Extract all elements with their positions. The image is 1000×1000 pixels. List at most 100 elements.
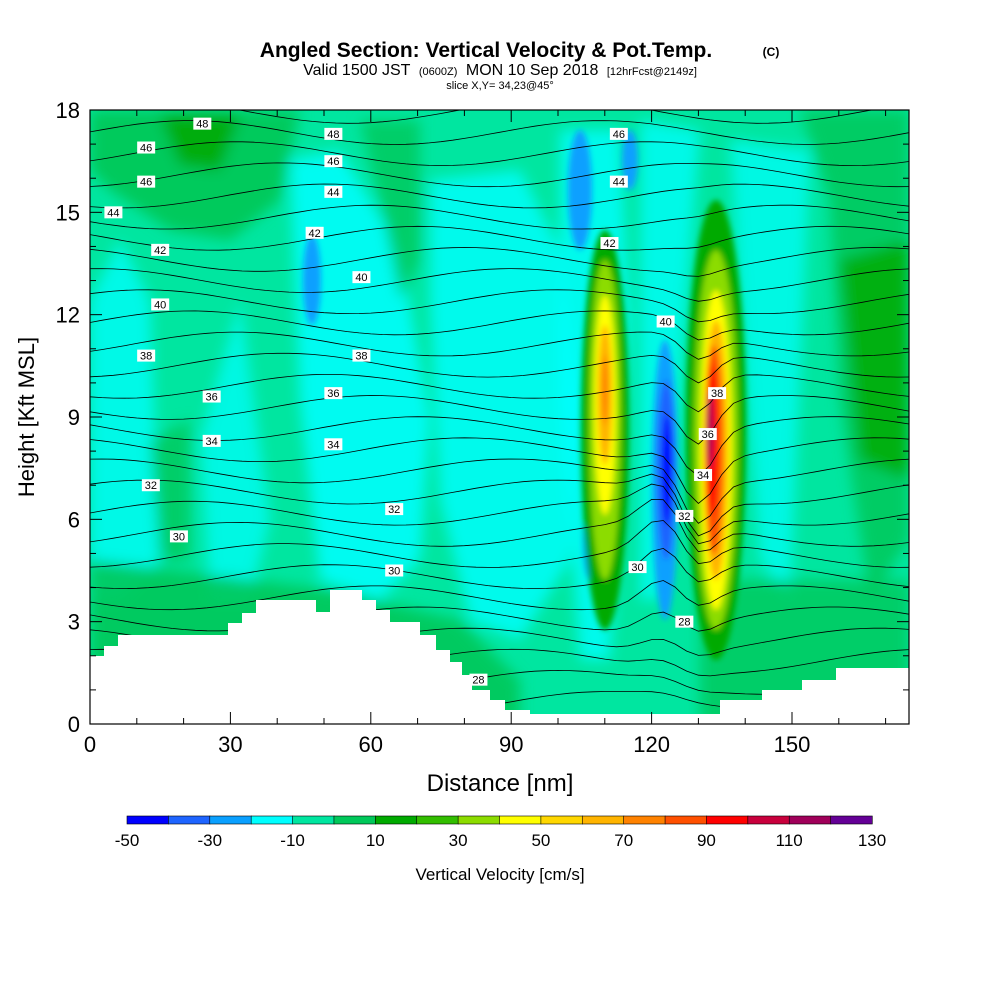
theta-label: 42: [305, 226, 324, 240]
theta-contour-line: [90, 141, 909, 167]
theta-label-text: 46: [140, 143, 152, 155]
y-tick-label: 18: [56, 98, 80, 123]
theta-label-bg: [600, 237, 619, 250]
theta-label: 40: [352, 271, 371, 284]
theta-label-text: 48: [327, 129, 339, 141]
theta-label-bg: [137, 141, 156, 154]
theta-label: 44: [104, 206, 123, 219]
theta-contour-line: [90, 498, 909, 553]
theta-contour-line: [90, 162, 909, 188]
theta-label-bg: [469, 673, 488, 686]
valid-prefix: Valid 1500 JST: [303, 62, 411, 79]
theta-label-text: 40: [154, 299, 166, 311]
theta-label-text: 44: [327, 187, 339, 199]
theta-label-bg: [609, 175, 628, 188]
theta-contour-line: [90, 547, 909, 590]
x-axis-label: Distance [nm]: [427, 770, 574, 797]
y-tick-label: 0: [68, 712, 80, 737]
colorbar-swatch: [375, 815, 418, 825]
theta-label: 32: [385, 503, 404, 516]
valid-time-line: Valid 1500 JST (0600Z) MON 10 Sep 2018 […: [303, 62, 697, 79]
colorbar-swatch: [416, 815, 459, 825]
colorbar-swatch: [292, 815, 335, 825]
colorbar-tick-label: 50: [531, 831, 550, 850]
theta-label: 48: [324, 127, 343, 141]
terrain: [90, 590, 909, 724]
theta-label-bg: [324, 387, 343, 400]
theta-label-bg: [151, 243, 170, 256]
x-tick-label: 60: [359, 732, 383, 757]
theta-label-text: 46: [613, 129, 625, 141]
theta-label-bg: [169, 530, 188, 543]
colorbar-swatch: [250, 815, 294, 825]
theta-label-bg: [628, 561, 647, 574]
theta-label-bg: [202, 434, 221, 447]
theta-contour-line: [90, 437, 909, 504]
theta-label-bg: [104, 206, 123, 219]
colorbar-swatch: [830, 815, 873, 825]
theta-label: 46: [609, 127, 628, 141]
x-tick-label: 0: [84, 732, 96, 757]
theta-label: 44: [324, 185, 343, 199]
theta-label-bg: [324, 127, 343, 140]
colorbar-swatch: [664, 815, 708, 825]
theta-label-bg: [324, 185, 343, 198]
colorbar-tick-label: 110: [776, 831, 803, 850]
theta-label: 34: [324, 438, 343, 451]
theta-label-bg: [385, 503, 404, 516]
colorbar-tick-label: -10: [280, 831, 305, 850]
theta-label-bg: [675, 509, 694, 522]
theta-label: 30: [628, 561, 647, 574]
theta-contour-line: [90, 289, 909, 323]
theta-label-text: 36: [206, 392, 218, 404]
slice-info: slice X,Y= 34,23@45°: [446, 80, 554, 92]
colorbar-tick-label: 30: [449, 831, 468, 850]
theta-label: 46: [137, 141, 156, 155]
theta-label: 32: [141, 479, 160, 492]
theta-contour-line: [90, 183, 909, 209]
colorbar-swatch: [209, 815, 252, 825]
theta-label-text: 32: [145, 480, 157, 492]
colorbar-tick-label: 90: [697, 831, 716, 850]
theta-label-text: 46: [140, 177, 152, 189]
x-axis-ticks: 0 30 60 90 120 150: [84, 110, 887, 757]
theta-label-text: 30: [173, 531, 185, 543]
theta-label-text: 38: [355, 351, 367, 363]
x-tick-label: 120: [633, 732, 670, 757]
theta-contour-line: [90, 120, 909, 145]
theta-contour-line: [90, 580, 909, 611]
theta-label-bg: [675, 615, 694, 628]
y-tick-label: 9: [68, 405, 80, 430]
title-unit: (C): [763, 45, 780, 59]
theta-label-bg: [324, 438, 343, 451]
theta-label-text: 44: [613, 177, 625, 189]
theta-label-bg: [698, 428, 717, 441]
valid-utc: (0600Z): [419, 66, 458, 78]
theta-label-text: 30: [631, 562, 643, 574]
x-tick-label: 90: [499, 732, 523, 757]
theta-label-bg: [609, 127, 628, 140]
y-axis-label: Height [Kft MSL]: [14, 337, 39, 497]
theta-label-text: 44: [107, 207, 119, 219]
x-tick-label: 150: [774, 732, 811, 757]
theta-label-bg: [656, 315, 675, 328]
theta-contour-line: [90, 374, 909, 413]
theta-contour-labels: 48 48 46 46 46 44 46 44 44 42 42 42 40 40 40 38 38 36 36 38…: [104, 117, 727, 687]
colorbar-swatch: [126, 815, 169, 825]
colorbar-tick-label: -30: [198, 831, 223, 850]
theta-label: 40: [656, 315, 675, 328]
theta-label: 34: [202, 434, 221, 448]
theta-label-text: 34: [206, 436, 218, 448]
x-tick-label: 30: [218, 732, 242, 757]
theta-label: 42: [151, 243, 170, 257]
colorbar-label: Vertical Velocity [cm/s]: [415, 865, 584, 884]
theta-contour-line: [237, 110, 874, 124]
theta-label: 32: [675, 509, 694, 523]
theta-label-bg: [305, 226, 324, 239]
theta-label-bg: [352, 349, 371, 362]
theta-label: 28: [469, 673, 488, 687]
theta-contour-line: [90, 483, 909, 545]
theta-contour-line: [90, 520, 909, 568]
theta-contour-line: [90, 395, 909, 445]
